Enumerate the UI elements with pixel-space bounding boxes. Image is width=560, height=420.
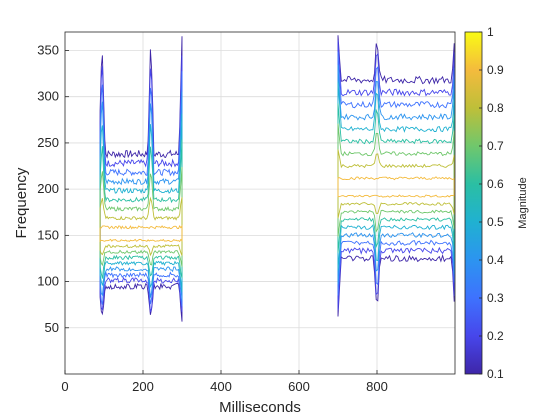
colorbar-tick-label: 0.6: [487, 177, 504, 191]
colorbar: 0.1 0.2 0.3 0.4 0.5 0.6 0.7 0.8 0.9 1: [464, 25, 504, 381]
colorbar-tick-label: 0.1: [487, 367, 504, 381]
plot-area: [65, 32, 455, 374]
contour-line: [337, 123, 455, 237]
contour-line: [99, 36, 183, 322]
colorbar-label: Magnitude: [517, 177, 529, 228]
y-tick-label: 300: [37, 89, 59, 104]
contour-lines: [99, 35, 455, 322]
colorbar-frame: [464, 31, 483, 375]
y-tick-label: 350: [37, 42, 59, 57]
colorbar-tick-label: 0.9: [487, 63, 504, 77]
contour-line: [337, 40, 455, 311]
contour-line: [337, 149, 455, 219]
y-tick-label: 100: [37, 274, 59, 289]
contour-line: [99, 91, 183, 301]
colorbar-tick-label: 0.2: [487, 329, 504, 343]
colorbar-gradient: [465, 32, 482, 374]
y-axis: 50 100 150 200 250 300 350: [37, 42, 69, 335]
x-tick-label: 0: [61, 379, 68, 394]
contour-line: [99, 71, 183, 307]
colorbar-tick-label: 0.5: [487, 215, 504, 229]
contour-line: [337, 176, 455, 198]
contour-line: [99, 139, 183, 279]
plot-frame: [64, 31, 456, 375]
x-tick-label: 800: [366, 379, 388, 394]
contour-line: [99, 196, 183, 257]
contour-line: [99, 113, 183, 293]
colorbar-tick-label: 0.7: [487, 139, 504, 153]
contour-line: [337, 103, 455, 253]
x-axis: 0 200 400 600 800: [61, 370, 388, 394]
contour-line: [99, 166, 183, 267]
colorbar-tick-label: 0.4: [487, 253, 504, 267]
y-tick-label: 150: [37, 227, 59, 242]
colorbar-tick-label: 0.3: [487, 291, 504, 305]
y-axis-label: Frequency: [13, 167, 30, 238]
x-tick-label: 400: [210, 379, 232, 394]
y-tick-label: 250: [37, 135, 59, 150]
colorbar-tick-label: 0.8: [487, 101, 504, 115]
x-tick-label: 600: [288, 379, 310, 394]
y-tick-label: 50: [45, 320, 59, 335]
y-tick-label: 200: [37, 181, 59, 196]
contour-line: [337, 81, 455, 271]
colorbar-tick-label: 1: [487, 25, 494, 39]
contour-line: [337, 64, 455, 285]
contour-line: [99, 55, 183, 313]
x-tick-label: 200: [132, 379, 154, 394]
contour-line: [337, 51, 455, 296]
x-axis-label: Milliseconds: [219, 399, 301, 416]
contour-line: [99, 224, 183, 243]
